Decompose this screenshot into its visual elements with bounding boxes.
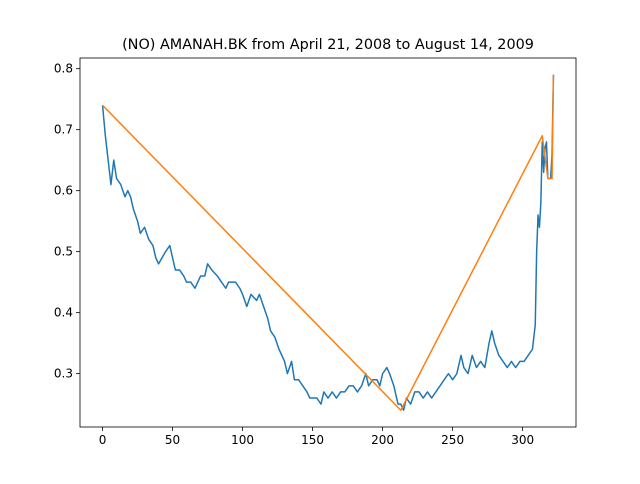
- y-tick-label: 0.7: [54, 123, 73, 137]
- chart-title: (NO) AMANAH.BK from April 21, 2008 to Au…: [122, 37, 534, 53]
- x-tick-label: 200: [371, 433, 394, 447]
- line-series: [102, 74, 555, 411]
- y-tick-label: 0.4: [54, 306, 73, 320]
- plot-frame: [79, 57, 577, 428]
- x-tick-label: 100: [231, 433, 254, 447]
- x-tick-label: 150: [301, 433, 324, 447]
- y-tick-label: 0.5: [54, 245, 73, 259]
- line-series: [101, 74, 555, 411]
- x-tick-label: 0: [99, 433, 107, 447]
- x-tick-label: 250: [441, 433, 464, 447]
- x-tick-label: 50: [165, 433, 180, 447]
- x-tick-label: 300: [511, 433, 534, 447]
- y-tick-label: 0.6: [54, 184, 73, 198]
- y-tick-label: 0.8: [54, 62, 73, 76]
- y-tick-label: 0.3: [54, 367, 73, 381]
